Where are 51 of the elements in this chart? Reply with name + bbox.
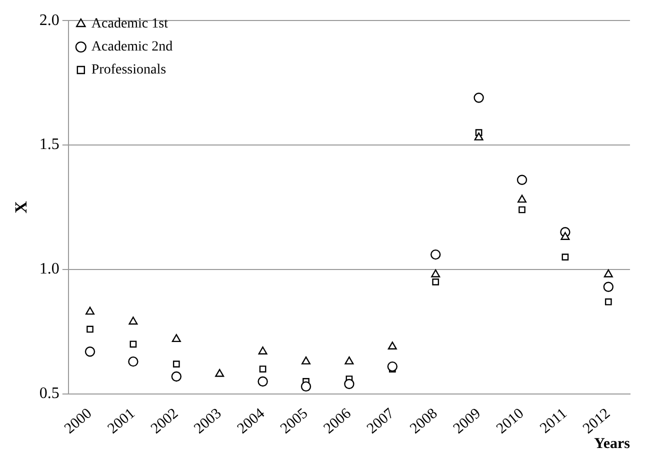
point <box>474 132 484 140</box>
y-axis-title: X <box>12 200 31 214</box>
point <box>130 340 137 348</box>
point <box>604 269 613 278</box>
point <box>86 326 94 333</box>
legend-label: Professionals <box>91 62 166 78</box>
point <box>300 381 312 392</box>
point <box>128 316 138 325</box>
point <box>86 306 94 315</box>
y-tick-label: 2.0 <box>39 12 60 29</box>
point <box>172 360 180 368</box>
legend-label: Academic 2nd <box>91 40 173 55</box>
point <box>603 282 614 292</box>
x-tick-label: 2001 <box>105 406 138 438</box>
x-tick-label: 2002 <box>148 406 182 438</box>
point <box>302 356 310 364</box>
legend-label: Academic 1st <box>91 16 168 32</box>
point <box>258 346 268 354</box>
x-tick-label: 2012 <box>580 406 614 438</box>
point <box>344 356 354 364</box>
point <box>258 376 268 387</box>
point <box>474 92 484 103</box>
point <box>171 371 182 382</box>
x-tick-label: 2008 <box>407 406 441 438</box>
y-tick-label: 1.0 <box>39 260 60 278</box>
x-tick-label: 2003 <box>191 406 225 438</box>
x-tick-label: 2011 <box>537 406 570 437</box>
point <box>604 298 612 306</box>
point <box>560 232 570 240</box>
point <box>518 206 526 214</box>
point <box>128 356 138 367</box>
x-tick-label: 2009 <box>450 406 484 438</box>
y-tick-label: 1.5 <box>39 136 60 154</box>
point <box>562 254 569 260</box>
point <box>387 361 398 372</box>
point <box>388 342 397 350</box>
x-axis-title: Years <box>594 436 630 452</box>
point <box>430 249 441 260</box>
point <box>84 346 96 357</box>
point <box>259 366 266 372</box>
x-tick-label: 2000 <box>62 406 96 438</box>
point <box>518 194 526 203</box>
x-tick-label: 2010 <box>494 406 528 438</box>
point <box>344 378 354 390</box>
point <box>516 174 528 185</box>
point <box>432 278 440 286</box>
y-tick-label: 0.5 <box>39 385 60 402</box>
point <box>172 334 181 342</box>
x-tick-label: 2005 <box>278 406 312 438</box>
point <box>215 368 224 377</box>
point <box>431 269 440 278</box>
